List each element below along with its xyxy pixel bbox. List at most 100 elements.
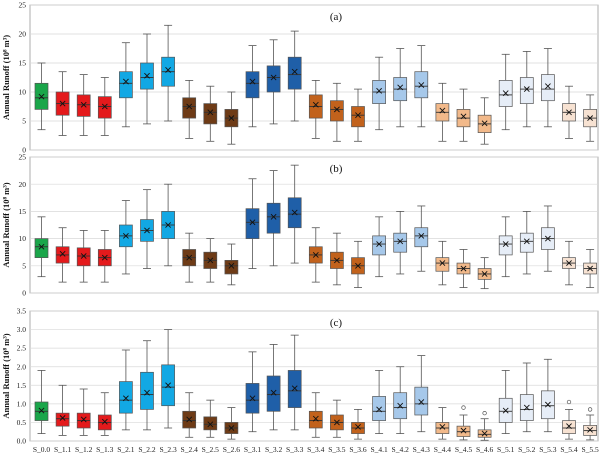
iqr-box <box>287 370 302 408</box>
x-tick-label: S_2.6 <box>223 445 241 454</box>
box-S_2.6 <box>224 91 239 145</box>
box-S_3.3 <box>287 334 302 431</box>
mean-marker <box>439 107 446 114</box>
mean-marker <box>101 254 108 261</box>
mean-marker <box>587 115 594 122</box>
mean-marker <box>122 232 129 239</box>
y-tick-label: 5 <box>22 117 26 126</box>
mean-marker <box>439 260 446 266</box>
x-tick-label: S_5.3 <box>539 445 557 454</box>
mean-marker <box>397 402 404 409</box>
x-tick-label: S_2.1 <box>117 445 135 454</box>
x-tick-label: S_2.3 <box>159 445 177 454</box>
iqr-box <box>266 65 281 93</box>
x-tick-label: S_3.5 <box>328 445 346 454</box>
x-tick-label: S_3.6 <box>349 445 367 454</box>
mean-marker <box>355 423 361 430</box>
box-S_2.4 <box>182 232 197 283</box>
iqr-box <box>245 208 260 239</box>
x-tick-label: S_5.2 <box>518 445 536 454</box>
y-tick-label: 1.0 <box>17 399 27 408</box>
iqr-box <box>435 257 450 272</box>
box-S_5.5 <box>583 249 597 288</box>
iqr-box <box>119 381 133 414</box>
box-S_3.1 <box>245 351 260 433</box>
mean-marker <box>333 106 340 113</box>
box-S_2.4 <box>182 392 197 438</box>
iqr-box <box>203 103 218 125</box>
box-S_5.1 <box>498 53 513 131</box>
mean-marker <box>566 423 572 430</box>
y-axis-label: Annual Runoff (10⁸ m³) <box>1 35 11 120</box>
mean-marker <box>122 395 129 402</box>
box-S_4.4 <box>435 407 450 440</box>
box-S_3.4 <box>308 80 323 139</box>
x-tick-label: S_3.1 <box>244 445 262 454</box>
mean-marker <box>418 232 425 239</box>
mean-marker <box>228 262 235 269</box>
box-S_4.1 <box>372 56 386 131</box>
box-S_5.5 <box>583 94 597 142</box>
iqr-box <box>351 106 365 128</box>
mean-marker <box>460 265 467 272</box>
mean-marker <box>312 101 319 108</box>
box-S_2.3 <box>161 329 175 429</box>
box-S_1.1 <box>55 384 70 436</box>
x-tick-label: S_1.3 <box>96 445 114 454</box>
mean-marker <box>144 227 150 234</box>
y-tick-label: 15 <box>19 59 27 68</box>
box-S_3.2 <box>266 170 281 267</box>
y-axis-label: Annual Runoff (10⁸ m³) <box>1 333 11 418</box>
box-S_1.2 <box>76 230 91 283</box>
mean-marker <box>207 421 214 428</box>
panel-c: 0.0 0.5 1.0 1.5 2.0 2.5 3.0 3.5 Annual Runoff (1… <box>1 307 599 454</box>
iqr-box <box>34 238 49 258</box>
box-S_5.4 <box>562 240 576 286</box>
iqr-box <box>119 71 133 99</box>
mean-marker <box>165 222 172 228</box>
mean-marker <box>249 395 256 402</box>
iqr-box <box>55 412 70 427</box>
mean-marker <box>144 389 150 396</box>
mean-marker <box>207 109 214 116</box>
mean-marker <box>101 103 108 110</box>
mean-marker <box>270 213 277 220</box>
iqr-box <box>498 235 513 256</box>
box-S_1.2 <box>76 74 91 136</box>
mean-marker <box>481 271 488 277</box>
mean-marker <box>165 67 172 73</box>
box-S_4.2 <box>393 210 408 275</box>
mean-marker <box>80 416 87 423</box>
x-tick-label: S_4.1 <box>370 445 388 454</box>
box-S_4.5 <box>456 249 471 288</box>
panel-label: (a) <box>330 11 343 23</box>
iqr-box <box>287 56 302 90</box>
box-S_5.5 <box>583 407 597 441</box>
x-tick-label: S_3.4 <box>307 445 325 454</box>
mean-marker <box>270 389 277 396</box>
mean-marker <box>312 415 319 422</box>
x-tick-label: S_4.3 <box>413 445 431 454</box>
box-S_4.5 <box>456 88 471 142</box>
y-tick-label: 15 <box>19 207 27 216</box>
box-S_1.3 <box>97 230 112 283</box>
box-S_0.0 <box>34 62 49 131</box>
box-S_4.2 <box>393 366 408 434</box>
mean-marker <box>101 418 108 425</box>
box-S_3.6 <box>351 409 365 440</box>
box-S_3.5 <box>330 82 344 142</box>
box-S_1.2 <box>76 388 91 436</box>
box-S_5.1 <box>498 216 513 278</box>
iqr-box <box>562 420 576 434</box>
mean-marker <box>249 78 256 85</box>
mean-marker <box>418 399 425 405</box>
mean-marker <box>523 404 530 411</box>
box-S_2.2 <box>140 189 154 269</box>
mean-marker <box>291 209 298 216</box>
mean-marker <box>376 406 383 413</box>
y-axis-label: Annual Runoff (10⁸ m³) <box>1 182 11 267</box>
box-S_5.2 <box>519 51 534 128</box>
box-S_3.1 <box>245 45 260 128</box>
mean-marker <box>59 100 66 107</box>
mean-marker <box>439 423 446 430</box>
